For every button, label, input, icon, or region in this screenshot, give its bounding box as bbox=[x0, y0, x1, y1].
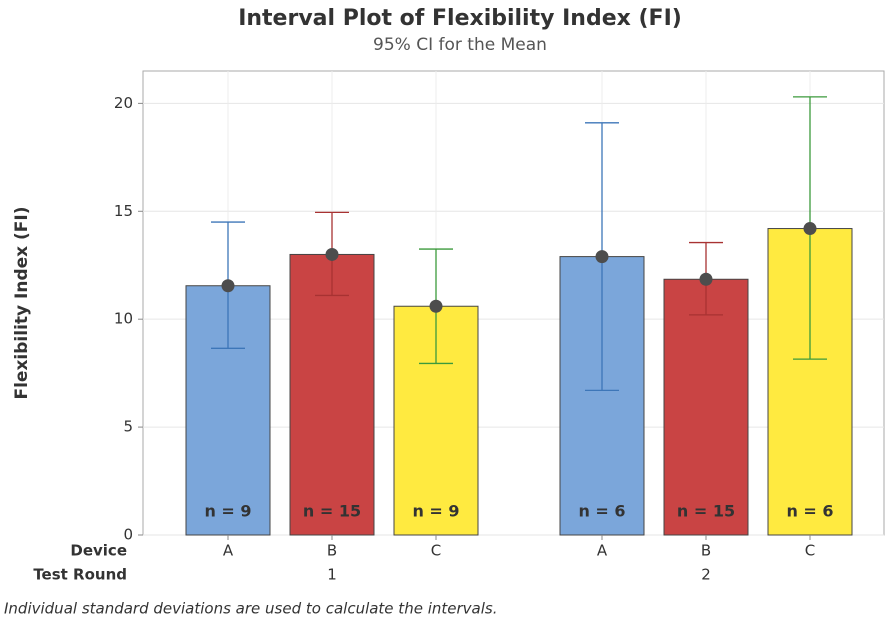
x-tick-label: A bbox=[223, 542, 234, 560]
y-tick-label: 15 bbox=[114, 202, 133, 220]
n-label: n = 15 bbox=[303, 502, 361, 521]
bar bbox=[289, 253, 375, 536]
x-tick-label: C bbox=[805, 542, 815, 560]
mean-dot bbox=[429, 299, 443, 313]
mean-dot bbox=[221, 279, 235, 293]
mean-dot bbox=[595, 250, 609, 264]
y-tick-label: 0 bbox=[123, 526, 133, 544]
group-label: 1 bbox=[327, 566, 337, 584]
chart-subtitle: 95% CI for the Mean bbox=[373, 35, 547, 55]
x-tick-label: B bbox=[327, 542, 337, 560]
x-row-label: Test Round bbox=[33, 566, 127, 584]
bar bbox=[663, 278, 749, 536]
x-row-label: Device bbox=[70, 542, 127, 560]
group-label: 2 bbox=[701, 566, 711, 584]
x-tick-label: B bbox=[701, 542, 711, 560]
n-label: n = 6 bbox=[578, 502, 625, 521]
n-label: n = 9 bbox=[204, 502, 251, 521]
x-tick-label: C bbox=[431, 542, 441, 560]
y-axis-label: Flexibility Index (FI) bbox=[12, 206, 32, 399]
y-tick-label: 20 bbox=[114, 94, 133, 112]
mean-dot bbox=[699, 272, 713, 286]
mean-dot bbox=[325, 247, 339, 261]
n-label: n = 6 bbox=[786, 502, 833, 521]
y-tick-label: 5 bbox=[123, 418, 133, 436]
y-tick-label: 10 bbox=[114, 310, 133, 328]
n-label: n = 9 bbox=[412, 502, 459, 521]
mean-dot bbox=[803, 222, 817, 236]
n-label: n = 15 bbox=[677, 502, 735, 521]
chart-title: Interval Plot of Flexibility Index (FI) bbox=[238, 6, 682, 31]
x-tick-label: A bbox=[597, 542, 608, 560]
footnote: Individual standard deviations are used … bbox=[4, 600, 497, 618]
